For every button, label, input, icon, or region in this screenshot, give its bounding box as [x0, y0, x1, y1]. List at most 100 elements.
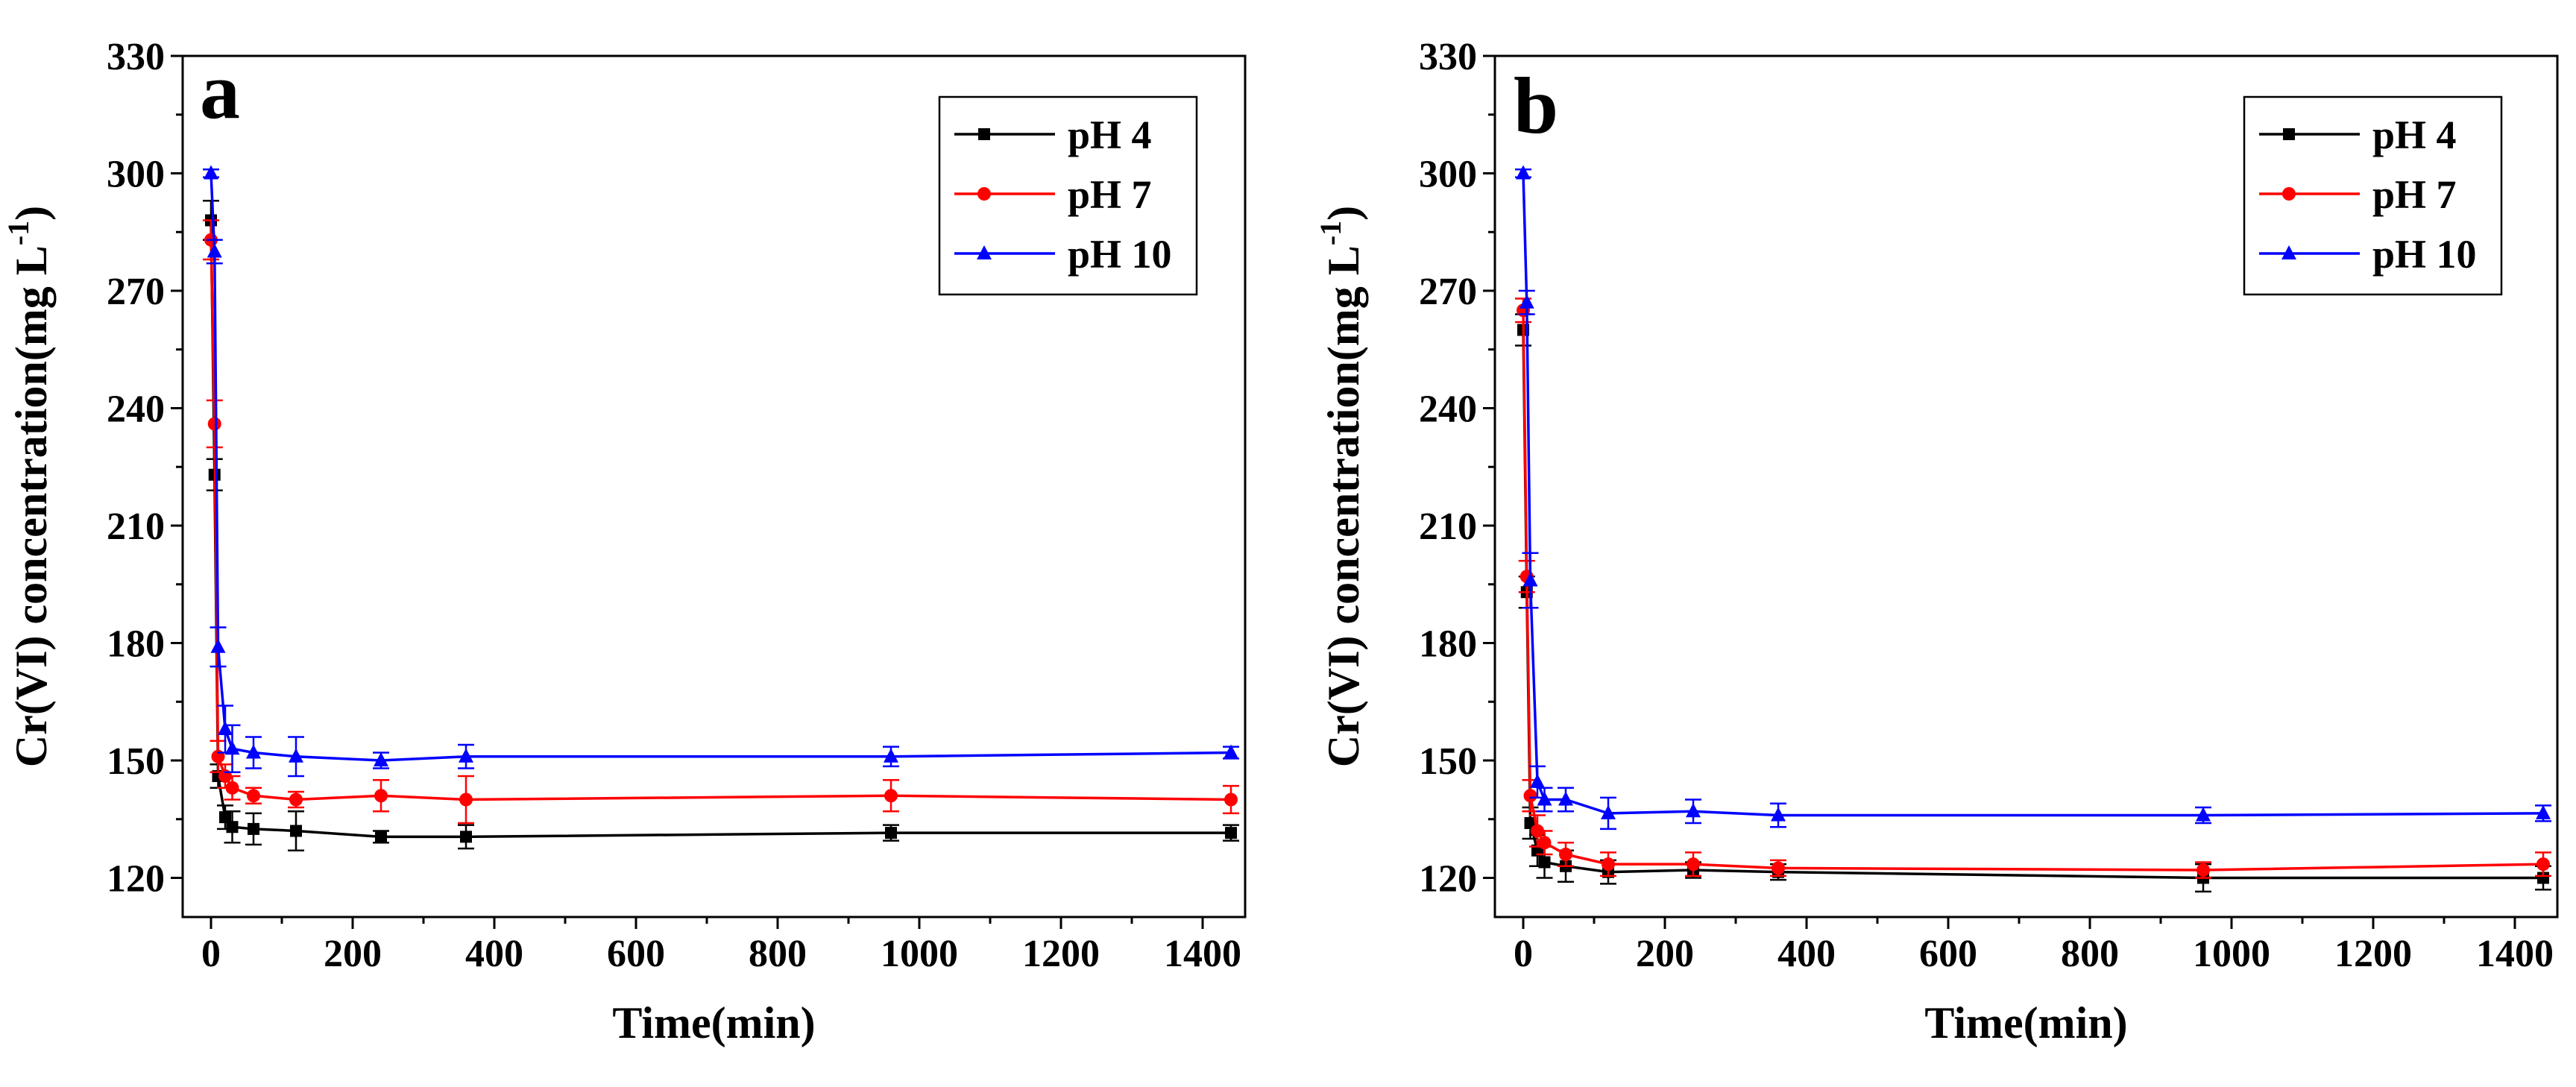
legend-marker [977, 245, 992, 259]
data-point [1537, 836, 1552, 850]
data-point [460, 831, 472, 843]
x-axis-label: Time(min) [612, 998, 815, 1047]
data-point [210, 638, 226, 653]
data-point [1530, 773, 1545, 788]
chart-panel-a: 0 200 400 600 800 1000 1200 1400 120 150 180 210 240… [1, 36, 1247, 1047]
y-tick-label: 180 [1419, 623, 1477, 666]
data-point [1602, 857, 1615, 872]
x-tick-label: 1400 [1164, 933, 1241, 975]
x-tick-label: 1000 [881, 933, 958, 975]
data-point [1686, 803, 1701, 818]
data-point [219, 811, 231, 824]
y-tick-label: 300 [1419, 154, 1477, 196]
series-ph-10 [1515, 165, 2551, 831]
data-point [246, 744, 261, 759]
x-tick-label: 0 [1514, 933, 1533, 975]
legend: pH 4 pH 7 pH 10 [938, 95, 1198, 296]
data-point [1522, 572, 1538, 587]
data-point [225, 781, 239, 795]
data-point [207, 243, 222, 258]
data-point [1559, 848, 1572, 861]
legend-label: pH 10 [2372, 232, 2477, 277]
data-point [204, 165, 218, 180]
data-point [375, 831, 387, 843]
y-tick-label: 300 [107, 154, 165, 196]
legend-label: pH 4 [1068, 113, 1152, 157]
x-tick-label: 1000 [2193, 933, 2270, 975]
legend: pH 4 pH 7 pH 10 [2243, 95, 2503, 296]
data-point [1225, 827, 1237, 839]
y-tick-label: 330 [107, 36, 165, 78]
y-tick-label: 240 [107, 388, 165, 431]
x-tick-label: 400 [1777, 933, 1836, 975]
legend-marker [2283, 128, 2295, 140]
data-point [884, 789, 898, 803]
data-point [290, 825, 302, 837]
data-point [1771, 807, 1786, 822]
legend-marker [2281, 245, 2296, 259]
series-ph-10 [203, 165, 1239, 778]
data-point [2537, 872, 2549, 884]
legend-label: pH 4 [2372, 113, 2457, 157]
y-axis-label: Cr(VI) concentration(mg L-1) [1, 206, 56, 767]
panel-label: b [1514, 62, 1558, 151]
data-point [2536, 804, 2551, 819]
y-tick-label: 150 [107, 740, 165, 783]
data-point [2536, 857, 2550, 872]
plot-frame [181, 54, 1247, 919]
data-point [1224, 793, 1238, 807]
legend-label: pH 7 [1068, 172, 1152, 217]
data-point [224, 740, 240, 755]
x-tick-label: 1400 [2476, 933, 2554, 975]
data-point [374, 789, 388, 803]
data-point [289, 748, 303, 763]
x-tick-label: 600 [607, 933, 665, 975]
data-point [226, 821, 239, 834]
data-point [1558, 791, 1573, 806]
data-point [289, 793, 303, 807]
y-tick-label: 180 [107, 623, 165, 666]
data-point [2196, 863, 2210, 877]
legend-label: pH 10 [1068, 232, 1172, 277]
y-tick-label: 150 [1419, 740, 1477, 783]
data-point [459, 793, 473, 807]
data-point [248, 822, 259, 835]
legend-marker [2282, 187, 2296, 201]
legend-marker [977, 187, 991, 201]
x-tick-label: 200 [324, 933, 382, 975]
y-tick-label: 210 [1419, 505, 1477, 548]
x-tick-label: 0 [201, 933, 221, 975]
x-tick-label: 600 [1919, 933, 1977, 975]
x-tick-label: 400 [465, 933, 523, 975]
y-tick-label: 240 [1419, 388, 1477, 431]
y-tick-label: 270 [107, 271, 165, 313]
x-tick-label: 200 [1636, 933, 1694, 975]
y-tick-label: 270 [1419, 271, 1477, 313]
data-point [1537, 791, 1552, 806]
data-point [374, 752, 388, 766]
x-tick-label: 800 [749, 933, 807, 975]
data-point [207, 417, 221, 431]
legend-label: pH 7 [2372, 172, 2457, 217]
data-point [1601, 804, 1616, 819]
x-tick-label: 1200 [1022, 933, 1100, 975]
data-point [885, 827, 897, 839]
x-tick-label: 1200 [2334, 933, 2412, 975]
y-tick-label: 210 [107, 505, 165, 548]
chart-panel-b: 0 200 400 600 800 1000 1200 1400 120 150 180 210 240… [1314, 36, 2559, 1047]
data-point [2196, 807, 2211, 822]
data-point [1516, 165, 1531, 180]
data-point [1687, 857, 1700, 872]
plot-frame [1493, 54, 2559, 919]
x-axis-label: Time(min) [1924, 998, 2127, 1047]
data-point [218, 721, 233, 735]
data-point [1519, 294, 1534, 309]
data-point [459, 748, 473, 763]
x-tick-label: 800 [2061, 933, 2119, 975]
data-point [1772, 861, 1785, 875]
legend-marker [978, 128, 990, 140]
data-point [1224, 744, 1238, 759]
data-point [1538, 856, 1551, 869]
y-tick-label: 120 [107, 858, 165, 901]
data-point [884, 748, 898, 763]
